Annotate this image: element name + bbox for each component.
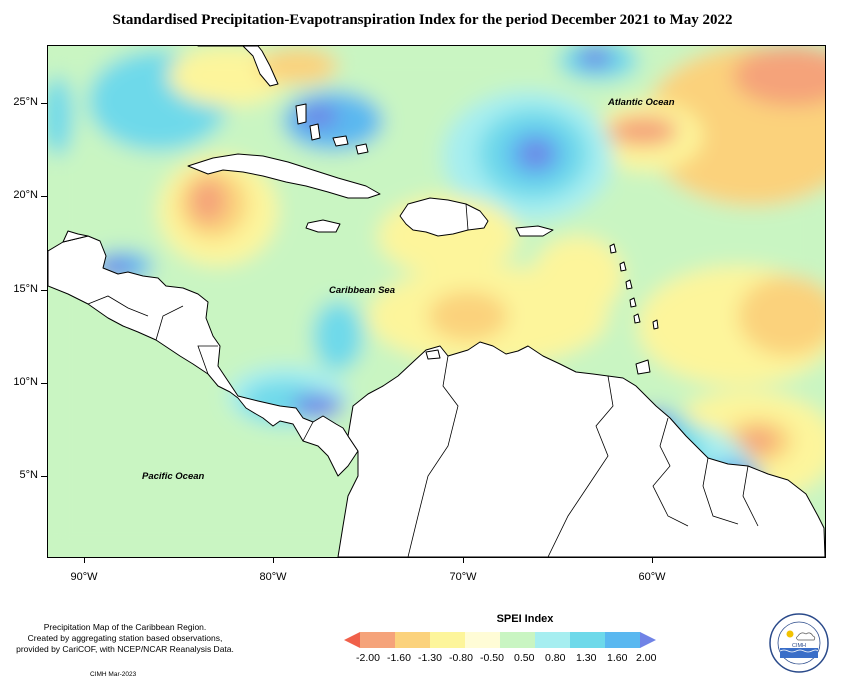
- cimh-logo-icon: CIMH: [769, 613, 829, 673]
- y-tick: [41, 290, 47, 291]
- legend-cell: [500, 632, 536, 648]
- y-tick: [41, 476, 47, 477]
- legend-value: 2.00: [636, 652, 657, 664]
- legend-value: -0.50: [480, 652, 504, 664]
- legend-cell: [570, 632, 606, 648]
- y-tick: [41, 196, 47, 197]
- logo-text: CIMH: [792, 643, 806, 649]
- legend-value: 0.80: [545, 652, 566, 664]
- x-axis-label: 80°W: [259, 571, 287, 583]
- y-axis-label: 10°N: [13, 376, 38, 388]
- y-axis-label: 15°N: [13, 283, 38, 295]
- y-axis-label: 5°N: [19, 469, 38, 481]
- x-axis-label: 70°W: [449, 571, 477, 583]
- y-axis-label: 20°N: [13, 189, 38, 201]
- y-tick: [41, 103, 47, 104]
- x-tick: [84, 557, 85, 563]
- y-tick: [41, 383, 47, 384]
- label-pacific-ocean: Pacific Ocean: [142, 471, 205, 482]
- credit-line: provided by CariCOF, with NCEP/NCAR Rean…: [16, 644, 234, 654]
- credit-line: Created by aggregating station based obs…: [27, 633, 223, 643]
- legend-cell: [465, 632, 501, 648]
- landmass: [48, 46, 825, 557]
- legend-cell: [430, 632, 466, 648]
- legend-colorbar: [344, 632, 656, 648]
- spei-map: Atlantic Ocean Caribbean Sea Pacific Oce…: [47, 45, 826, 558]
- legend-cell: [360, 632, 396, 648]
- map-credit: Precipitation Map of the Caribbean Regio…: [10, 622, 240, 655]
- footer-date: CIMH Mar-2023: [90, 671, 137, 678]
- spei-field: [48, 46, 825, 557]
- x-tick: [273, 557, 274, 563]
- legend-value: 0.50: [514, 652, 535, 664]
- map-title: Standardised Precipitation-Evapotranspir…: [112, 12, 733, 28]
- legend-cell: [535, 632, 571, 648]
- x-tick: [463, 557, 464, 563]
- legend-cell: [640, 632, 656, 648]
- legend-values: -2.00 -1.60 -1.30 -0.80 -0.50 0.50 0.80 …: [344, 652, 656, 666]
- credit-line: Precipitation Map of the Caribbean Regio…: [43, 622, 207, 632]
- y-axis-label: 25°N: [13, 96, 38, 108]
- legend-cell: [395, 632, 431, 648]
- x-axis-label: 60°W: [638, 571, 666, 583]
- x-axis-label: 90°W: [70, 571, 98, 583]
- legend-cell: [344, 632, 360, 648]
- legend-value: -2.00: [356, 652, 380, 664]
- legend-value: -0.80: [449, 652, 473, 664]
- x-tick: [652, 557, 653, 563]
- legend-cell: [605, 632, 641, 648]
- country-borders: [87, 203, 759, 557]
- label-caribbean-sea: Caribbean Sea: [329, 285, 395, 296]
- legend-value: 1.30: [576, 652, 597, 664]
- legend-value: -1.30: [418, 652, 442, 664]
- legend-title: SPEI Index: [496, 613, 554, 625]
- legend-value: -1.60: [387, 652, 411, 664]
- legend-value: 1.60: [607, 652, 628, 664]
- label-atlantic-ocean: Atlantic Ocean: [608, 97, 675, 108]
